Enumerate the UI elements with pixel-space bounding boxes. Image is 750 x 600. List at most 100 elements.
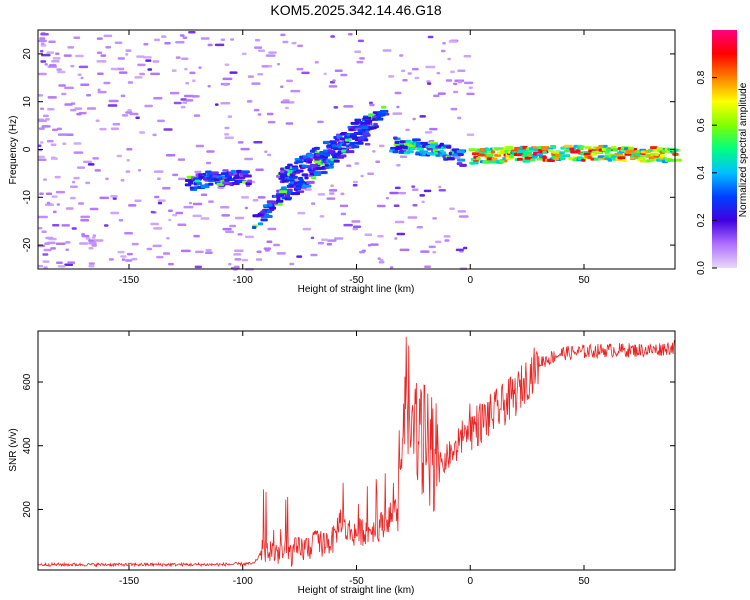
spectrogram-cell bbox=[41, 230, 47, 233]
spectrogram-cell bbox=[329, 140, 337, 144]
spectrogram-cell bbox=[281, 186, 287, 190]
spectrogram-cell bbox=[227, 176, 233, 180]
spectrogram-cell bbox=[256, 250, 262, 253]
spectrogram-cell bbox=[343, 136, 350, 140]
spectrogram-cell bbox=[70, 64, 75, 68]
spectrogram-cell bbox=[61, 92, 67, 96]
spectrogram-cell bbox=[180, 105, 186, 109]
spectrogram-cell bbox=[169, 91, 180, 95]
spectrogram-cell bbox=[349, 142, 355, 146]
spectrogram-cell bbox=[288, 101, 295, 104]
spectrogram-cell bbox=[45, 236, 54, 240]
spectrogram-cell bbox=[237, 233, 243, 236]
spectrogram-cell bbox=[192, 214, 202, 218]
spectrogram-cell bbox=[634, 152, 641, 156]
spectrogram-cell bbox=[166, 236, 170, 240]
spectrogram-cell bbox=[490, 150, 495, 154]
spectrogram-cell bbox=[127, 81, 134, 84]
spectrogram-cell bbox=[455, 248, 464, 252]
spectrogram-cell bbox=[80, 76, 84, 80]
spectrogram-cell bbox=[328, 189, 338, 192]
x-tick-label: -150 bbox=[119, 576, 139, 587]
spectrogram-cell bbox=[240, 147, 250, 151]
spectrogram-cell bbox=[457, 153, 464, 157]
spectrogram-cell bbox=[38, 127, 45, 130]
spectrogram-cell bbox=[457, 80, 463, 84]
spectrogram-cell bbox=[446, 157, 455, 161]
spectrogram-cell bbox=[222, 181, 230, 185]
spectrogram-cell bbox=[296, 255, 303, 258]
spectrogram-cell bbox=[112, 197, 117, 200]
spectrogram-cell bbox=[351, 145, 360, 149]
spectrogram-cell bbox=[380, 105, 387, 109]
spectrogram-cell bbox=[267, 120, 276, 124]
spectrogram-cell bbox=[398, 191, 407, 195]
spectrogram-cell bbox=[56, 127, 62, 131]
spectrogram-cell bbox=[120, 94, 126, 98]
spectrogram-cell bbox=[233, 253, 242, 256]
spectrogram-cell bbox=[180, 98, 187, 101]
spectrogram-cell bbox=[137, 63, 146, 67]
spectrogram-cell bbox=[71, 180, 76, 184]
spectrogram-cell bbox=[357, 39, 364, 43]
spectrogram-cell bbox=[108, 99, 119, 103]
spectrogram-cell bbox=[39, 37, 46, 40]
spectrogram-cell bbox=[639, 156, 645, 160]
spectrogram-cell bbox=[89, 207, 99, 211]
spectrogram-cell bbox=[268, 204, 273, 208]
spectrogram-cell bbox=[423, 189, 432, 193]
spectrogram-cell bbox=[118, 218, 124, 222]
spectrogram-cell bbox=[456, 150, 466, 154]
spectrogram-cell bbox=[428, 245, 436, 249]
spectrogram-cell bbox=[322, 140, 330, 144]
spectrogram-cell bbox=[252, 199, 259, 202]
spectrogram-cell bbox=[99, 196, 110, 200]
spectrogram-cell bbox=[164, 41, 171, 45]
x-tick-label: -50 bbox=[349, 275, 364, 286]
spectrogram-cell bbox=[473, 161, 479, 165]
spectrogram-cell bbox=[426, 80, 431, 83]
spectrogram-cell bbox=[311, 176, 317, 180]
spectrogram-cell bbox=[97, 72, 104, 75]
spectrogram-cell bbox=[378, 113, 386, 117]
spectrogram-cell bbox=[224, 63, 230, 66]
spectrogram-cell bbox=[424, 265, 431, 269]
spectrogram-cell bbox=[152, 133, 157, 137]
spectrogram-cell bbox=[96, 51, 103, 55]
spectrogram-cell bbox=[457, 116, 462, 120]
spectrogram-cell bbox=[279, 174, 289, 178]
spectrogram-cell bbox=[339, 204, 349, 208]
spectrogram-cell bbox=[237, 141, 244, 144]
y-tick-label: 400 bbox=[22, 437, 33, 454]
spectrogram-cell bbox=[103, 34, 113, 38]
spectrogram-cell bbox=[457, 69, 466, 73]
spectrogram-cell bbox=[319, 154, 325, 158]
spectrogram-cell bbox=[257, 222, 264, 226]
spectrogram-cell bbox=[349, 128, 354, 132]
spectrogram-cell bbox=[352, 227, 359, 231]
spectrogram-cell bbox=[144, 104, 153, 108]
spectrogram-cell bbox=[409, 146, 416, 150]
spectrogram-cell bbox=[280, 85, 284, 88]
spectrogram-cell bbox=[163, 128, 173, 131]
spectrogram-cell bbox=[54, 175, 61, 179]
spectrogram-cell bbox=[94, 169, 101, 172]
spectrogram-cell bbox=[168, 218, 172, 222]
spectrogram-cell bbox=[276, 252, 286, 255]
spectrogram-y-ticks: -20 -10 0 10 20 bbox=[22, 48, 675, 252]
x-tick-label: -100 bbox=[233, 576, 253, 587]
spectrogram-cell bbox=[57, 133, 68, 136]
spectrogram-cell bbox=[182, 101, 188, 104]
spectrogram-cell bbox=[63, 54, 72, 57]
spectrogram-cell bbox=[532, 155, 538, 159]
spectrogram-cell bbox=[323, 72, 327, 76]
spectrogram-cell bbox=[52, 128, 58, 132]
spectrogram-cell bbox=[228, 262, 232, 266]
spectrogram-cell bbox=[110, 194, 118, 198]
spectrogram-cell bbox=[223, 83, 228, 87]
spectrogram-cell bbox=[156, 177, 161, 181]
spectrogram-cell bbox=[457, 210, 467, 213]
spectrogram-cell bbox=[392, 150, 399, 154]
spectrogram-cell bbox=[162, 252, 171, 255]
spectrogram-marks bbox=[38, 30, 682, 271]
